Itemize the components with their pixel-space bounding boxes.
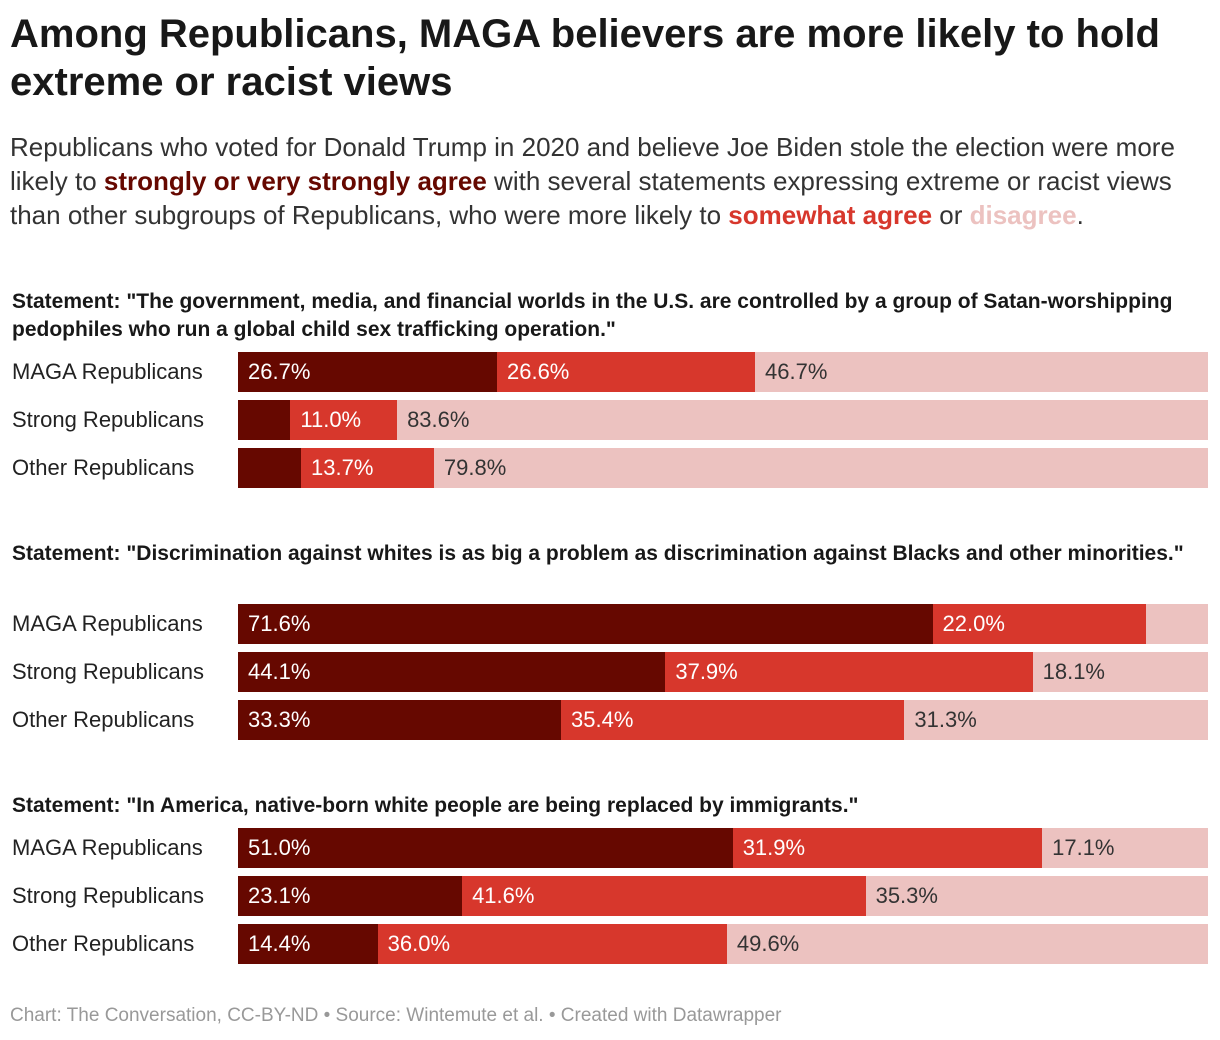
legend-key-somewhat-agree: somewhat agree	[728, 200, 933, 230]
segment-disagree: 35.3%	[865, 876, 1208, 916]
bar-row: Other Republicans 14.4% 36.0% 49.6%	[12, 924, 1208, 964]
chart-panel: Statement: "In America, native-born whit…	[12, 792, 1208, 964]
segment-disagree: 17.1%	[1042, 828, 1208, 868]
segment-strongly-agree: 71.6%	[238, 604, 933, 644]
segment-somewhat-agree: 41.6%	[462, 876, 866, 916]
bar-row: MAGA Republicans 26.7% 26.6% 46.7%	[12, 352, 1208, 392]
segment-disagree	[1145, 604, 1208, 644]
stacked-bar: 26.7% 26.6% 46.7%	[238, 352, 1208, 392]
stacked-bar: 23.1% 41.6% 35.3%	[238, 876, 1208, 916]
stacked-bar: 13.7% 79.8%	[238, 448, 1208, 488]
group-label: Strong Republicans	[12, 883, 205, 908]
group-label: Other Republicans	[12, 707, 195, 732]
group-label: Strong Republicans	[12, 407, 205, 432]
stacked-bar: 14.4% 36.0% 49.6%	[238, 924, 1208, 964]
bar-row: Strong Republicans 44.1% 37.9% 18.1%	[12, 652, 1208, 692]
segment-strongly-agree	[238, 400, 291, 440]
segment-disagree: 83.6%	[397, 400, 1208, 440]
segment-strongly-agree: 33.3%	[238, 700, 561, 740]
stacked-bar: 44.1% 37.9% 18.1%	[238, 652, 1208, 692]
segment-somewhat-agree: 13.7%	[301, 448, 434, 488]
bar-row: MAGA Republicans 71.6% 22.0%	[12, 604, 1208, 644]
bar-row: Other Republicans 33.3% 35.4% 31.3%	[12, 700, 1208, 740]
stacked-bar: 33.3% 35.4% 31.3%	[238, 700, 1208, 740]
stacked-bar: 51.0% 31.9% 17.1%	[238, 828, 1208, 868]
statement-heading: Statement: "The government, media, and f…	[12, 290, 1173, 341]
segment-disagree: 31.3%	[904, 700, 1208, 740]
chart-panel: Statement: "The government, media, and f…	[12, 288, 1208, 488]
segment-somewhat-agree: 22.0%	[932, 604, 1146, 644]
subtitle-text: with several statements expressing extre…	[10, 166, 1172, 230]
statement-heading: Statement: "Discrimination against white…	[12, 542, 1184, 565]
bar-row: Strong Republicans 23.1% 41.6% 35.3%	[12, 876, 1208, 916]
chart-panel: Statement: "Discrimination against white…	[12, 540, 1208, 740]
group-label: Strong Republicans	[12, 659, 205, 684]
segment-strongly-agree: 51.0%	[238, 828, 733, 868]
segment-strongly-agree: 44.1%	[238, 652, 666, 692]
bar-row: Other Republicans 13.7% 79.8%	[12, 448, 1208, 488]
segment-disagree: 46.7%	[755, 352, 1208, 392]
subtitle-text: .	[1076, 200, 1084, 230]
group-label: MAGA Republicans	[12, 835, 203, 860]
legend-key-disagree: disagree	[969, 200, 1077, 230]
segment-somewhat-agree: 36.0%	[377, 924, 727, 964]
segment-strongly-agree: 14.4%	[238, 924, 378, 964]
subtitle-text: or	[932, 200, 970, 230]
bar-row: MAGA Republicans 51.0% 31.9% 17.1%	[12, 828, 1208, 868]
group-label: Other Republicans	[12, 931, 195, 956]
segment-somewhat-agree: 31.9%	[732, 828, 1043, 868]
chart-subtitle: Republicans who voted for Donald Trump i…	[10, 130, 1210, 232]
segment-strongly-agree: 23.1%	[238, 876, 463, 916]
statement-heading: Statement: "In America, native-born whit…	[12, 794, 859, 817]
group-label: MAGA Republicans	[12, 611, 203, 636]
chart-title: Among Republicans, MAGA believers are mo…	[10, 12, 1160, 104]
segment-somewhat-agree: 26.6%	[496, 352, 755, 392]
segment-somewhat-agree: 11.0%	[290, 400, 398, 440]
group-label: MAGA Republicans	[12, 359, 203, 384]
segment-strongly-agree: 26.7%	[238, 352, 497, 392]
segment-disagree: 18.1%	[1032, 652, 1208, 692]
segment-somewhat-agree: 37.9%	[665, 652, 1033, 692]
segment-disagree: 49.6%	[726, 924, 1208, 964]
stacked-bar: 71.6% 22.0%	[238, 604, 1208, 644]
segment-somewhat-agree: 35.4%	[561, 700, 905, 740]
segment-strongly-agree	[238, 448, 302, 488]
stacked-bar: 11.0% 83.6%	[238, 400, 1208, 440]
segment-disagree: 79.8%	[433, 448, 1208, 488]
legend-key-strongly-agree: strongly or very strongly agree	[103, 166, 487, 196]
group-label: Other Republicans	[12, 455, 195, 480]
bar-row: Strong Republicans 11.0% 83.6%	[12, 400, 1208, 440]
chart-footer: Chart: The Conversation, CC-BY-ND • Sour…	[10, 1005, 782, 1026]
subtitle-text: Republicans who voted for Donald Trump i…	[10, 132, 1175, 196]
